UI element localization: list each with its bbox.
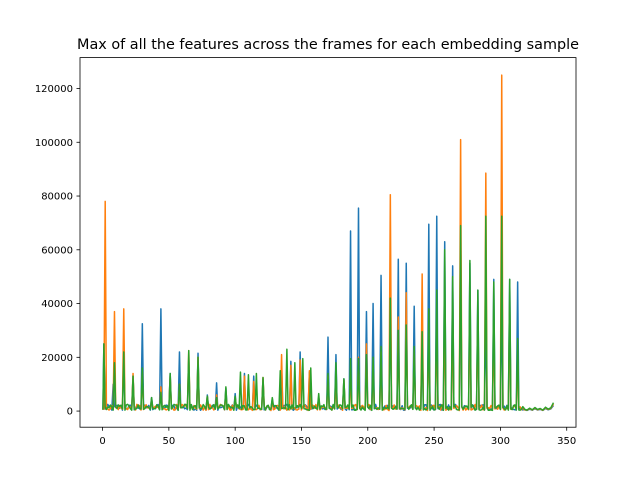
x-axis: 0 50 100 150 200 250 300 350 — [99, 427, 576, 447]
plot-area — [101, 74, 555, 412]
y-tick-label: 120000 — [35, 84, 73, 95]
x-tick-label: 300 — [491, 436, 510, 447]
y-tick-label: 0 — [67, 407, 73, 418]
y-tick-label: 80000 — [41, 192, 73, 203]
series-line-2 — [102, 74, 555, 412]
chart-title: Max of all the features across the frame… — [77, 37, 579, 53]
x-tick-label: 200 — [358, 436, 377, 447]
y-tick-label: 60000 — [41, 245, 73, 256]
y-tick-label: 20000 — [41, 353, 73, 364]
y-tick-label: 100000 — [35, 138, 73, 149]
x-tick-label: 0 — [99, 436, 105, 447]
x-tick-label: 150 — [292, 436, 311, 447]
x-tick-label: 50 — [162, 436, 175, 447]
x-tick-label: 250 — [425, 436, 444, 447]
x-tick-label: 100 — [226, 436, 245, 447]
x-tick-label: 350 — [557, 436, 576, 447]
series-line-3 — [101, 215, 555, 412]
axes-frame — [79, 57, 577, 428]
y-axis: 0 20000 40000 60000 80000 100000 120000 — [35, 84, 80, 418]
y-tick-label: 40000 — [41, 299, 73, 310]
